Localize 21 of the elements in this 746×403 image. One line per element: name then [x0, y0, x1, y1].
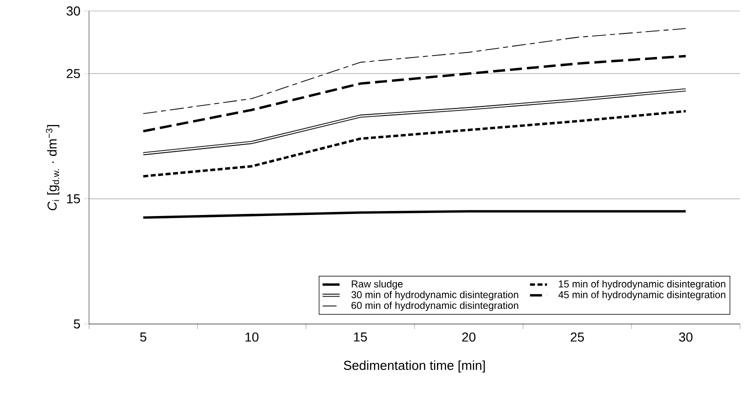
x-tick-label: 30: [679, 332, 692, 342]
legend-label: 60 min of hydrodynamic disintegration: [352, 302, 518, 311]
y-tick-label: 30: [66, 6, 80, 16]
line-series: [142, 28, 686, 114]
x-tick-label: 25: [570, 332, 584, 342]
x-tick-label: 5: [140, 332, 146, 342]
x-axis-title: Sedimentation time [min]: [344, 360, 485, 373]
line-series: [142, 88, 688, 156]
legend-label: Raw sludge: [352, 280, 403, 290]
x-tick-label: 15: [354, 332, 367, 342]
y-tick-label: 15: [67, 194, 80, 204]
y-tick-label: 5: [74, 319, 80, 329]
line-series: [142, 54, 687, 132]
y-axis-title: C$_{i}$ [g$_{d.w.}$ · dm$^{−3}$]: [46, 124, 60, 210]
x-tick-label: 20: [462, 332, 476, 342]
legend-label: 15 min of hydrodynamic disintegration: [558, 280, 726, 290]
legend-label: 30 min of hydrodynamic disintegration: [351, 290, 518, 300]
legend-label: 45 min of hydrodynamic disintegration: [558, 290, 726, 300]
y-tick-label: 25: [66, 69, 80, 78]
x-tick-label: 10: [246, 332, 258, 342]
line-series: [142, 110, 687, 178]
